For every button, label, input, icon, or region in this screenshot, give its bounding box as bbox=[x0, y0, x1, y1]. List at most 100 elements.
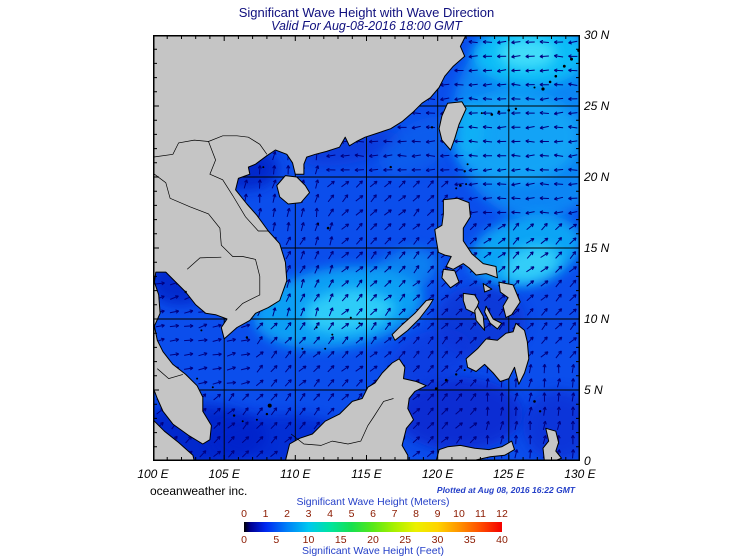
land-borneo bbox=[284, 358, 427, 461]
colorbar-tick-meters: 9 bbox=[434, 508, 441, 520]
island-dot bbox=[466, 163, 469, 166]
land-asia-mainland bbox=[153, 35, 467, 445]
wave-height-patch bbox=[498, 37, 556, 70]
island-dot bbox=[459, 184, 462, 187]
colorbar-tick-meters: 2 bbox=[284, 508, 290, 520]
island-dot bbox=[533, 86, 536, 89]
colorbar-tick-meters: 5 bbox=[348, 508, 355, 520]
lon-tick-label: 100 E bbox=[137, 467, 169, 481]
colorbar-tick-feet: 30 bbox=[431, 534, 444, 546]
land-taiwan bbox=[438, 101, 467, 151]
lon-tick-label: 130 E bbox=[564, 467, 596, 481]
colorbar-tick-meters: 0 bbox=[241, 508, 247, 520]
island-dot bbox=[490, 113, 494, 116]
island-dot bbox=[463, 170, 466, 173]
island-dot bbox=[324, 347, 327, 350]
lat-tick-label: 30 N bbox=[584, 28, 610, 42]
colorbar-tick-meters: 1 bbox=[262, 508, 269, 520]
credit-text: oceanweather inc. bbox=[150, 484, 248, 498]
island-dot bbox=[389, 165, 392, 169]
map-frame bbox=[153, 35, 580, 461]
land-mindanao bbox=[465, 322, 530, 385]
island-dot bbox=[326, 226, 330, 230]
valid-time-subtitle: Valid For Aug-08-2016 18:00 GMT bbox=[271, 19, 462, 33]
lon-tick-label: 125 E bbox=[493, 467, 525, 481]
island-dot bbox=[232, 414, 236, 417]
colorbar-tick-meters: 10 bbox=[453, 508, 465, 520]
island-dot bbox=[245, 336, 249, 339]
lat-tick-label: 20 N bbox=[584, 170, 610, 184]
borneo-border bbox=[290, 398, 394, 446]
island-dot bbox=[538, 410, 542, 413]
colorbar-tick-meters: 6 bbox=[370, 508, 376, 520]
island-dot bbox=[480, 112, 483, 115]
wave-height-patch bbox=[379, 116, 457, 175]
land-palawan bbox=[391, 298, 434, 341]
land-negros bbox=[474, 305, 486, 331]
wave-map-svg bbox=[153, 35, 580, 461]
map-canvas bbox=[153, 35, 580, 461]
small-islands bbox=[184, 49, 580, 423]
island-dot bbox=[570, 57, 573, 61]
island-dot bbox=[514, 107, 518, 111]
degree-ticks bbox=[153, 35, 580, 461]
colorbar-gradient bbox=[244, 522, 502, 532]
page-title: Significant Wave Height with Wave Direct… bbox=[238, 5, 495, 20]
island-dot bbox=[444, 378, 448, 382]
colorbar-tick-feet: 15 bbox=[334, 534, 347, 546]
island-dot bbox=[533, 400, 536, 403]
island-dot bbox=[196, 377, 199, 380]
island-dot bbox=[265, 412, 269, 416]
land-cebu-bohol bbox=[484, 305, 503, 330]
malaysia-thailand-border bbox=[157, 368, 183, 379]
lat-tick-label: 0 bbox=[584, 454, 591, 468]
wave-height-patch bbox=[451, 91, 580, 183]
island-dot bbox=[317, 222, 320, 225]
island-dot bbox=[241, 420, 244, 423]
wave-height-patch bbox=[395, 377, 523, 451]
island-dot bbox=[262, 166, 265, 169]
thai-laos-cambodia-border bbox=[154, 173, 261, 311]
island-dot bbox=[331, 333, 334, 336]
island-dot bbox=[455, 187, 458, 190]
colorbar-tick-meters: 3 bbox=[305, 508, 312, 520]
colorbar-tick-feet: 5 bbox=[273, 534, 280, 546]
land-sulawesi bbox=[435, 440, 515, 461]
land-sumatra bbox=[153, 419, 195, 461]
island-dot bbox=[301, 347, 304, 350]
island-dot bbox=[315, 326, 318, 329]
colorbar-tick-meters: 8 bbox=[413, 508, 419, 520]
wave-height-patch bbox=[389, 329, 472, 386]
thai-cambodia-border bbox=[186, 256, 222, 270]
colorbar-tick-meters: 12 bbox=[496, 508, 508, 520]
land-luzon bbox=[434, 197, 498, 279]
map-layers bbox=[153, 35, 580, 461]
colorbar-tick-feet: 25 bbox=[399, 534, 412, 546]
lon-tick-label: 115 E bbox=[351, 467, 382, 481]
island-dot bbox=[541, 87, 545, 91]
colorbar-tick-meters: 11 bbox=[475, 508, 486, 520]
plotted-timestamp: Plotted at Aug 08, 2016 16:22 GMT bbox=[436, 485, 575, 495]
colorbar-tick-meters: 4 bbox=[327, 508, 333, 520]
island-dot bbox=[430, 126, 434, 129]
island-dot bbox=[255, 418, 258, 421]
colorbar-title-feet: Significant Wave Height (Feet) bbox=[301, 545, 444, 557]
island-dot bbox=[463, 369, 466, 372]
land-hainan bbox=[276, 175, 311, 205]
lon-tick-label: 105 E bbox=[208, 467, 240, 481]
island-dot bbox=[211, 386, 214, 389]
colorbar-tick-feet: 35 bbox=[463, 534, 476, 546]
wave-height-patch bbox=[523, 390, 580, 461]
island-dot bbox=[184, 290, 187, 294]
island-dot bbox=[455, 373, 458, 376]
island-dot bbox=[465, 183, 468, 186]
land-masbate bbox=[482, 283, 493, 293]
island-dot bbox=[497, 110, 501, 113]
land-samar-leyte bbox=[498, 281, 521, 319]
china-south-border bbox=[153, 135, 268, 158]
lon-tick-label: 110 E bbox=[280, 467, 311, 481]
lat-tick-label: 5 N bbox=[584, 383, 603, 397]
island-dot bbox=[267, 403, 272, 408]
island-dot bbox=[200, 329, 203, 332]
